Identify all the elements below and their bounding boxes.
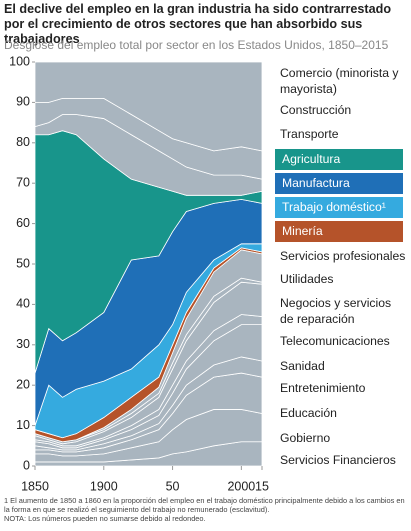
y-tick-label: 90 xyxy=(16,95,30,109)
y-tick-label: 10 xyxy=(16,418,30,432)
legend-label: Negocios y servicios de reparación xyxy=(280,296,392,326)
y-tick-label: 40 xyxy=(16,297,30,311)
chart-title: El declive del empleo en la gran industr… xyxy=(4,2,392,46)
legend-box: Manufactura xyxy=(275,173,403,194)
legend-label: Transporte xyxy=(280,127,339,141)
y-tick-label: 80 xyxy=(16,135,30,149)
chart-subtitle: Desglose del empleo total por sector en … xyxy=(4,38,389,52)
legend-label: Utilidades xyxy=(280,272,334,286)
legend-label: Comercio (minorista y mayorista) xyxy=(280,66,399,96)
legend-box: Minería xyxy=(275,221,403,242)
legend-label: Entretenimiento xyxy=(280,381,366,395)
y-tick-label: 0 xyxy=(23,458,30,472)
legend-label: Construcción xyxy=(280,103,352,117)
legend-label: Gobierno xyxy=(280,431,331,445)
legend-label: Sanidad xyxy=(280,359,325,373)
x-tick-label: 1850 xyxy=(21,479,49,493)
legend-label: Servicios Financieros xyxy=(280,453,396,467)
y-tick-label: 100 xyxy=(9,54,30,68)
legend-box: Agricultura xyxy=(275,149,403,170)
y-tick-label: 70 xyxy=(16,175,30,189)
legend-box: Trabajo doméstico¹ xyxy=(275,197,403,218)
x-tick-label: 15 xyxy=(255,479,269,493)
y-tick-label: 30 xyxy=(16,337,30,351)
footnote: 1 El aumento de 1850 a 1860 en la propor… xyxy=(4,496,405,514)
x-tick-label: 50 xyxy=(166,479,180,493)
footnotes: 1 El aumento de 1850 a 1860 en la propor… xyxy=(4,496,409,523)
y-tick-label: 20 xyxy=(16,377,30,391)
legend-label: Telecomunicaciones xyxy=(280,334,390,348)
x-tick-label: 2000 xyxy=(227,479,255,493)
footnote: NOTA: Los números pueden no sumarse debi… xyxy=(4,514,206,523)
legend-label: Servicios profesionales xyxy=(280,249,406,263)
legend-label: Educación xyxy=(280,406,337,420)
y-tick-label: 50 xyxy=(16,256,30,270)
x-tick-label: 1900 xyxy=(90,479,118,493)
area xyxy=(34,61,263,152)
y-tick-label: 60 xyxy=(16,216,30,230)
